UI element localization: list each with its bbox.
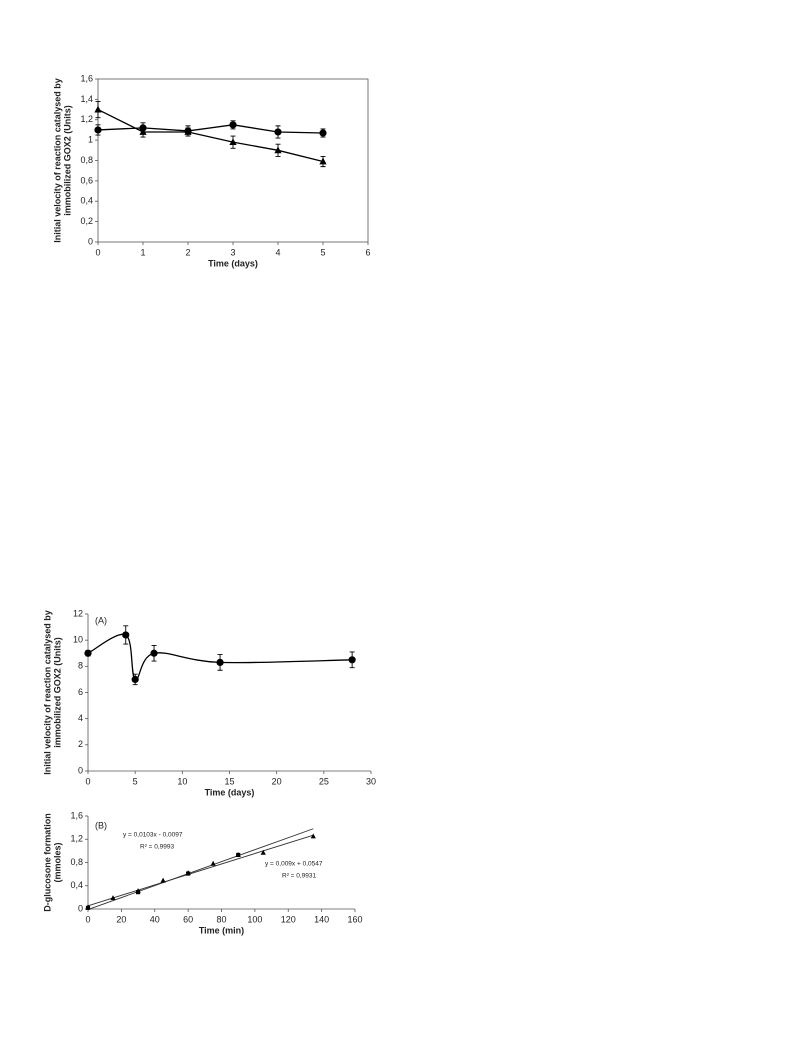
data-point [348, 656, 356, 664]
panel-label: (A) [95, 615, 107, 625]
y-tick-label: 1,2 [70, 834, 83, 844]
data-point [185, 870, 191, 876]
y-tick-label: 0,8 [80, 155, 93, 165]
data-point [94, 105, 102, 113]
chart: 0 0,2 0,4 0,6 0,8 1 1,2 1,4 1,6 0 1 2 3 4 5 6 Time (days… [52, 73, 370, 268]
x-tick-label: 1 [140, 247, 145, 257]
x-tick-label: 0 [95, 247, 100, 257]
x-tick-label: 80 [216, 914, 226, 924]
data-point [229, 138, 237, 146]
fit-equation: y = 0,0103x - 0,0097 [123, 832, 183, 839]
y-tick-label: 8 [78, 661, 83, 671]
y-axis-label: (mmoles) [52, 842, 62, 882]
data-point [160, 877, 166, 883]
fit-equation: y = 0,009x + 0,0547 [265, 861, 323, 868]
y-tick-label: 4 [78, 713, 83, 723]
x-axis-label: Time (days) [205, 787, 255, 797]
y-axis-label: Initial velocity of reaction catalysed b… [42, 610, 52, 775]
data-point [122, 631, 130, 639]
y-tick-label: 10 [73, 635, 83, 645]
y-axis-label: D-glucosone formation [42, 813, 52, 912]
y-tick-label: 1,4 [80, 94, 93, 104]
x-tick-label: 30 [366, 776, 376, 786]
x-tick-label: 3 [230, 247, 235, 257]
y-axis-label: immobilized GOX2 (Units) [52, 637, 62, 748]
y-tick-label: 0,4 [80, 196, 93, 206]
y-tick-label: 0 [78, 903, 83, 913]
x-tick-label: 10 [177, 776, 187, 786]
x-tick-label: 20 [272, 776, 282, 786]
x-tick-label: 40 [150, 914, 160, 924]
chart: 0 0,4 0,8 1,2 1,6 0 20 40 60 80 100 120 140 160 Time (… [42, 810, 362, 935]
panel-label: (B) [95, 820, 107, 830]
x-axis-label: Time (min) [199, 925, 244, 935]
y-tick-label: 1 [88, 135, 93, 145]
y-tick-label: 12 [73, 608, 83, 618]
x-tick-label: 25 [319, 776, 329, 786]
y-tick-label: 0,2 [80, 216, 93, 226]
data-point [110, 895, 116, 901]
fit-line [87, 828, 314, 910]
y-tick-label: 6 [78, 687, 83, 697]
x-tick-label: 5 [320, 247, 325, 257]
x-tick-label: 20 [116, 914, 126, 924]
fit-r2: R² = 0,9931 [282, 873, 317, 880]
data-point [229, 121, 237, 129]
data-point [84, 649, 92, 657]
y-tick-label: 0,6 [80, 175, 93, 185]
data-point [210, 860, 216, 866]
y-axis-label: immobilized GOX2 (Units) [62, 105, 72, 216]
y-tick-label: 1,6 [70, 810, 83, 820]
data-point [216, 658, 224, 667]
y-tick-label: 1,2 [80, 114, 93, 124]
data-point [139, 128, 147, 135]
data-point [85, 904, 91, 910]
data-point [131, 675, 139, 684]
data-point [150, 649, 158, 657]
x-tick-label: 0 [85, 914, 90, 924]
x-tick-label: 0 [85, 776, 90, 786]
fit-line [87, 834, 314, 907]
y-tick-label: 1,6 [80, 73, 93, 83]
x-tick-label: 100 [247, 914, 262, 924]
y-tick-label: 0 [88, 236, 93, 246]
y-tick-label: 0,8 [70, 857, 83, 867]
x-tick-label: 6 [365, 247, 370, 257]
data-point [184, 128, 192, 135]
series-line [97, 108, 324, 163]
data-point [94, 126, 102, 134]
y-axis-label: Initial velocity of reaction catalysed b… [52, 78, 62, 243]
data-point [310, 833, 316, 839]
x-tick-label: 120 [281, 914, 296, 924]
data-point [319, 129, 327, 137]
x-axis-label: Time (days) [208, 258, 258, 268]
chart: 0 2 4 6 8 10 12 0 5 10 15 20 25 30 Time (days) Initial … [42, 608, 376, 797]
x-tick-label: 15 [224, 776, 234, 786]
x-tick-label: 5 [133, 776, 138, 786]
y-tick-label: 2 [78, 739, 83, 749]
y-tick-label: 0,4 [70, 880, 83, 890]
fit-r2: R² = 0,9993 [140, 844, 175, 851]
data-point [235, 852, 241, 858]
x-tick-label: 2 [185, 247, 190, 257]
x-tick-label: 60 [183, 914, 193, 924]
x-tick-label: 160 [347, 914, 362, 924]
x-tick-label: 140 [314, 914, 329, 924]
x-tick-label: 4 [275, 247, 280, 257]
data-point [274, 146, 282, 154]
y-tick-label: 0 [78, 765, 83, 775]
data-point [274, 128, 282, 136]
data-point [260, 849, 266, 855]
data-point [319, 157, 327, 165]
data-point [135, 888, 141, 894]
